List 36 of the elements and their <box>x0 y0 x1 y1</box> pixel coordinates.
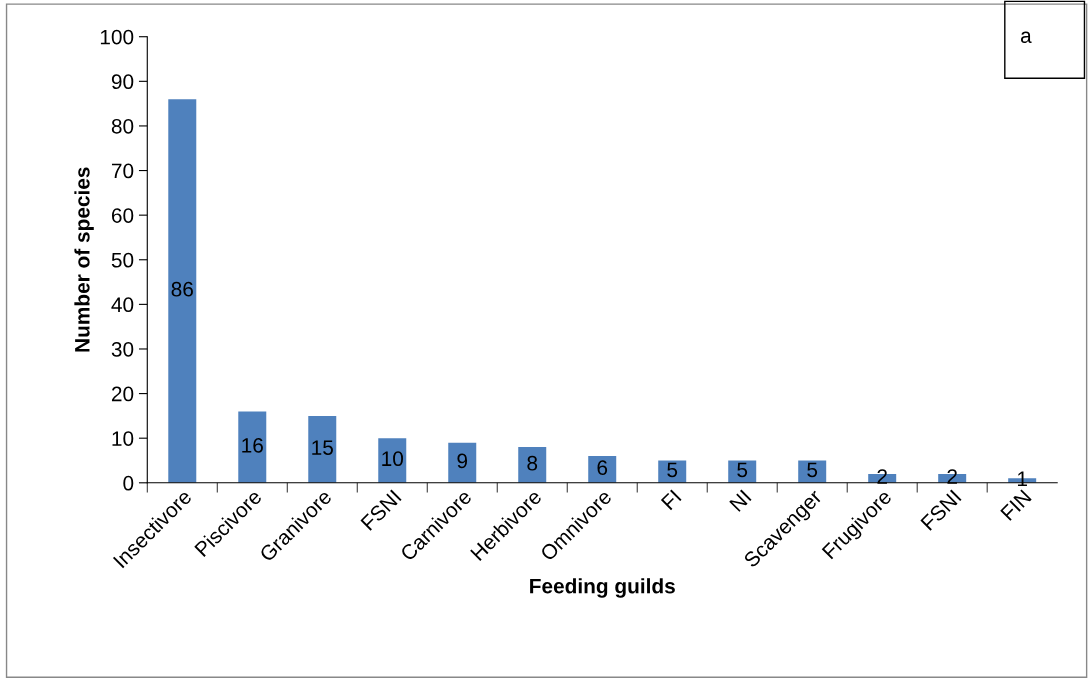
bar <box>378 438 407 483</box>
bar <box>448 442 477 483</box>
y-tick-label: 100 <box>100 29 134 45</box>
data-label: 5 <box>667 462 678 478</box>
data-label: 1 <box>1017 471 1027 486</box>
bar <box>168 99 197 483</box>
bar <box>658 460 687 483</box>
y-tick-label: 60 <box>111 208 134 223</box>
y-tick-label: 30 <box>111 341 134 357</box>
bar <box>308 415 337 483</box>
data-label: 6 <box>597 460 608 476</box>
y-tick-label: 90 <box>111 74 134 90</box>
bar <box>798 460 827 483</box>
bar <box>728 460 757 483</box>
y-tick-label: 70 <box>111 163 134 179</box>
data-label: 16 <box>242 437 263 453</box>
annotation: a <box>1020 31 1032 43</box>
data-label: 9 <box>457 453 468 469</box>
x-axis-title: Feeding guilds <box>530 578 675 598</box>
data-label: 5 <box>737 462 748 478</box>
y-tick-label: 40 <box>111 297 134 313</box>
y-tick-label: 80 <box>111 118 134 134</box>
bar <box>238 411 267 483</box>
data-label: 15 <box>312 440 333 455</box>
x-tick-label: FI <box>660 489 682 511</box>
y-tick-label: 10 <box>112 431 134 446</box>
data-label: 5 <box>807 462 818 478</box>
y-tick-label: 50 <box>111 252 134 268</box>
y-tick-label: 20 <box>111 386 134 402</box>
x-tick-label: FIN <box>1000 489 1032 521</box>
data-label: 8 <box>527 455 538 471</box>
data-label: 10 <box>382 451 404 467</box>
data-label: 86 <box>171 281 193 297</box>
y-axis-title: Number of species <box>74 167 94 352</box>
y-tick-label: 0 <box>123 475 134 491</box>
bar <box>518 447 547 483</box>
